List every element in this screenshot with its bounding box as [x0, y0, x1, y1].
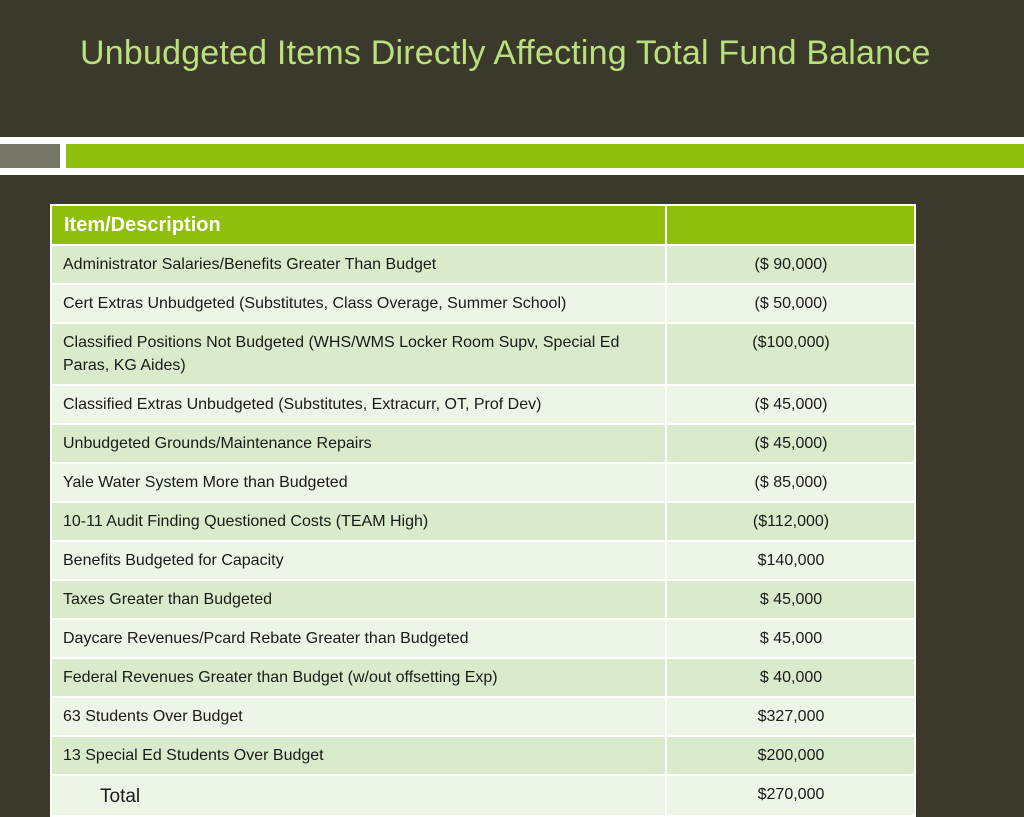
row-amount: ($ 85,000): [665, 462, 916, 503]
row-amount: $327,000: [665, 696, 916, 737]
row-amount: $ 45,000: [665, 579, 916, 620]
header-item-description: Item/Description: [50, 204, 667, 246]
fund-balance-table-container: Item/Description Administrator Salaries/…: [50, 204, 916, 817]
table-row: Benefits Budgeted for Capacity $140,000: [50, 540, 916, 581]
row-amount: ($100,000): [665, 322, 916, 386]
row-item-description: 13 Special Ed Students Over Budget: [50, 735, 667, 776]
row-item-description: Federal Revenues Greater than Budget (w/…: [50, 657, 667, 698]
table-row: Cert Extras Unbudgeted (Substitutes, Cla…: [50, 283, 916, 324]
row-item-description: Classified Extras Unbudgeted (Substitute…: [50, 384, 667, 425]
accent-band: [0, 137, 1024, 175]
row-item-description: 63 Students Over Budget: [50, 696, 667, 737]
row-amount: ($ 50,000): [665, 283, 916, 324]
row-item-description: Unbudgeted Grounds/Maintenance Repairs: [50, 423, 667, 464]
row-item-description: Cert Extras Unbudgeted (Substitutes, Cla…: [50, 283, 667, 324]
row-amount: $ 45,000: [665, 618, 916, 659]
table-row: Federal Revenues Greater than Budget (w/…: [50, 657, 916, 698]
table-row: Classified Extras Unbudgeted (Substitute…: [50, 384, 916, 425]
row-amount: ($ 90,000): [665, 244, 916, 285]
table-row: 10-11 Audit Finding Questioned Costs (TE…: [50, 501, 916, 542]
row-amount: ($ 45,000): [665, 423, 916, 464]
row-amount: ($ 45,000): [665, 384, 916, 425]
row-amount: $140,000: [665, 540, 916, 581]
row-amount: ($112,000): [665, 501, 916, 542]
table-header-row: Item/Description: [50, 204, 916, 246]
table-body: Administrator Salaries/Benefits Greater …: [50, 244, 916, 817]
row-item-description: Classified Positions Not Budgeted (WHS/W…: [50, 322, 667, 386]
table-row: 63 Students Over Budget $327,000: [50, 696, 916, 737]
row-item-description: Administrator Salaries/Benefits Greater …: [50, 244, 667, 285]
total-amount: $270,000: [665, 774, 916, 817]
row-amount: $ 40,000: [665, 657, 916, 698]
fund-balance-table: Item/Description Administrator Salaries/…: [50, 204, 916, 817]
table-row: Classified Positions Not Budgeted (WHS/W…: [50, 322, 916, 386]
row-item-description: 10-11 Audit Finding Questioned Costs (TE…: [50, 501, 667, 542]
row-item-description: Taxes Greater than Budgeted: [50, 579, 667, 620]
table-row: Administrator Salaries/Benefits Greater …: [50, 244, 916, 285]
table-row: Taxes Greater than Budgeted $ 45,000: [50, 579, 916, 620]
accent-band-green-bar: [66, 144, 1024, 168]
row-item-description: Daycare Revenues/Pcard Rebate Greater th…: [50, 618, 667, 659]
table-total-row: Total $270,000: [50, 774, 916, 817]
row-item-description: Yale Water System More than Budgeted: [50, 462, 667, 503]
total-label: Total: [50, 774, 667, 817]
slide-title: Unbudgeted Items Directly Affecting Tota…: [80, 34, 931, 72]
table-row: Yale Water System More than Budgeted ($ 8…: [50, 462, 916, 503]
table-row: Unbudgeted Grounds/Maintenance Repairs ($…: [50, 423, 916, 464]
table-row: Daycare Revenues/Pcard Rebate Greater th…: [50, 618, 916, 659]
row-amount: $200,000: [665, 735, 916, 776]
table-row: 13 Special Ed Students Over Budget $200,0…: [50, 735, 916, 776]
accent-band-gray-block: [0, 144, 60, 168]
row-item-description: Benefits Budgeted for Capacity: [50, 540, 667, 581]
header-amount: [665, 204, 916, 246]
